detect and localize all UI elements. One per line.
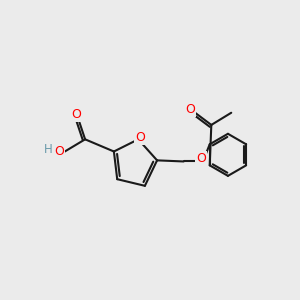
Text: O: O [54,145,64,158]
Text: O: O [185,103,195,116]
Text: H: H [44,143,53,156]
Text: O: O [196,152,206,165]
Text: O: O [71,109,81,122]
Text: O: O [135,131,145,144]
